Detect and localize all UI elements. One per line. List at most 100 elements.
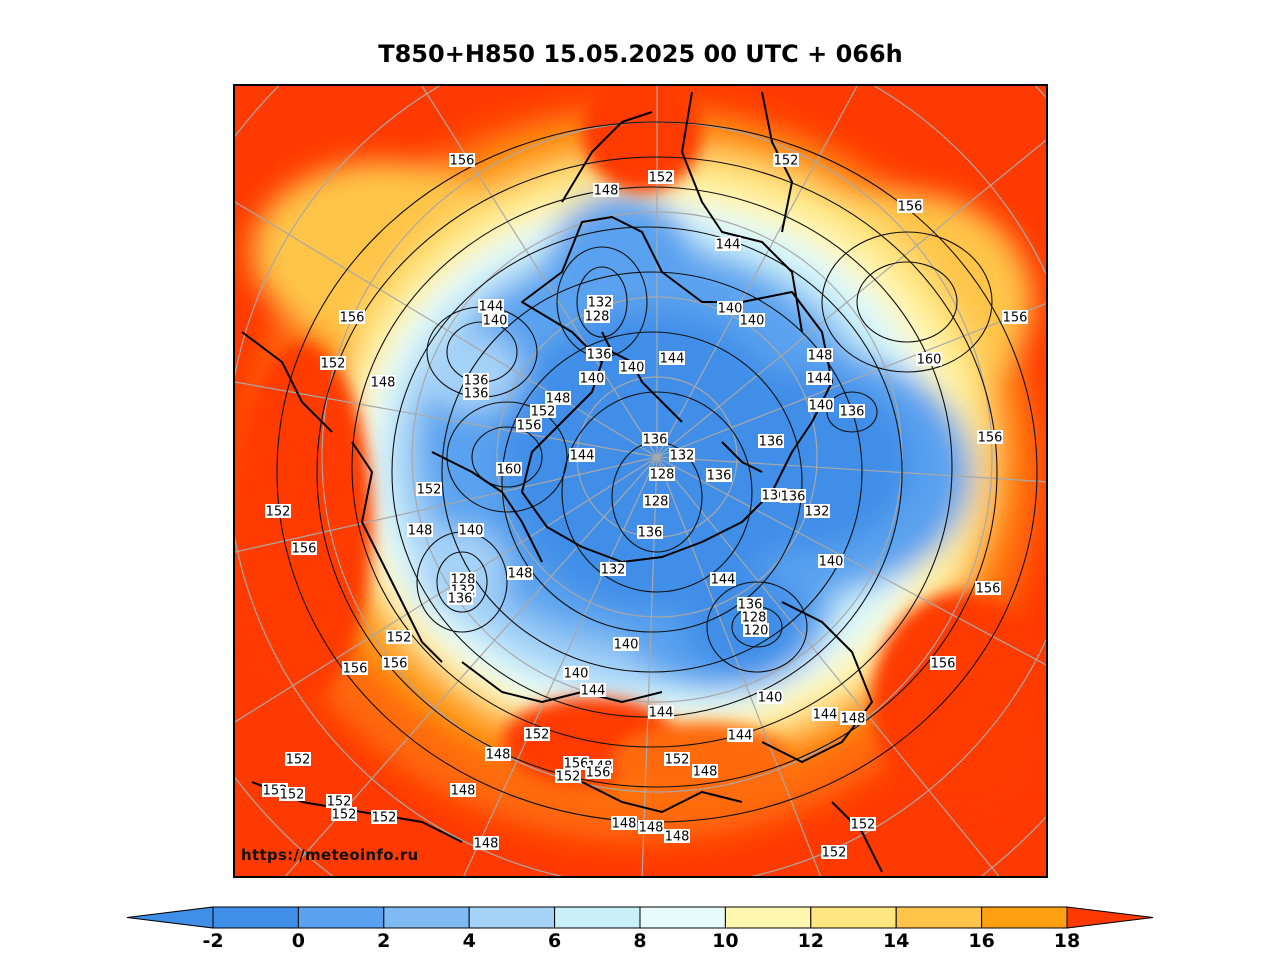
contour-label: 152 [279, 787, 305, 803]
contour-label-text: 136 [738, 598, 763, 613]
contour-label-text: 152 [332, 808, 357, 823]
contour-label-box [638, 820, 664, 834]
contour-label-box [416, 482, 442, 496]
contour-label-text: 152 [266, 505, 291, 520]
colorbar-segment [724, 906, 812, 929]
contour-label-box [449, 153, 475, 167]
contour-label-text: 148 [639, 821, 664, 836]
contour-label: 152 [664, 752, 690, 768]
contour-label-box [1002, 310, 1028, 324]
contour-label: 156 [449, 153, 475, 169]
contour-label: 156 [516, 418, 542, 434]
contour-label-text: 144 [660, 352, 685, 367]
contour-label-text: 156 [292, 542, 317, 557]
contour-label-box [642, 432, 668, 446]
contour-label-text: 152 [531, 405, 556, 420]
contour-label-box [326, 794, 352, 808]
contour-label-text: 148 [546, 392, 571, 407]
contour-label: 160 [916, 352, 942, 368]
contour-label: 152 [331, 807, 357, 823]
colorbar-segment [297, 906, 385, 929]
contour-label: 136 [780, 489, 806, 505]
contour-label-text: 132 [670, 449, 695, 464]
contour-label-text: 148 [486, 748, 511, 763]
contour-label: 152 [648, 170, 674, 186]
contour-label-box [580, 683, 606, 697]
contour-label-box [458, 523, 484, 537]
contour-label-text: 148 [451, 784, 476, 799]
contour-label-box [739, 313, 765, 327]
contour-label-text: 152 [372, 811, 397, 826]
contour-label: 152 [773, 153, 799, 169]
contour-label: 128 [584, 309, 610, 325]
contour-label: 140 [717, 301, 743, 317]
contour-label-box [773, 153, 799, 167]
contour-label-box [649, 467, 675, 481]
contour-label: 140 [482, 313, 508, 329]
contour-label: 132 [587, 295, 613, 311]
contour-label-box [930, 656, 956, 670]
contour-label: 140 [619, 360, 645, 376]
colorbar-tick-label: 18 [1053, 930, 1081, 952]
contour-label: 148 [370, 375, 396, 391]
contour-label-text: 152 [774, 154, 799, 169]
map-title: T850+H850 15.05.2025 00 UTC + 066h [378, 40, 903, 68]
colorbar-segment [639, 906, 726, 929]
contour-label-text: 156 [564, 757, 589, 772]
contour-label: 156 [563, 756, 589, 772]
contour-label-box [507, 566, 533, 580]
contour-label: 140 [563, 666, 589, 682]
contour-label-text: 152 [851, 818, 876, 833]
contour-label-box [706, 468, 732, 482]
contour-label-box [975, 581, 1001, 595]
contour-label-text: 160 [497, 463, 522, 478]
contour-label: 144 [715, 237, 741, 253]
meridians [235, 86, 1046, 876]
contour-label-text: 156 [586, 766, 611, 781]
contour-label: 128 [741, 610, 767, 626]
contour-label-box [555, 769, 581, 783]
contour-label-box [320, 356, 346, 370]
contour-label-text: 136 [464, 374, 489, 389]
colorbar-tick-label: 0 [291, 930, 306, 952]
contour-label: 156 [1002, 310, 1028, 326]
contour-label-box [741, 610, 767, 624]
contour-label-text: 136 [448, 592, 473, 607]
contour-label-box [715, 237, 741, 251]
contour-label-text: 156 [931, 657, 956, 672]
contour-label-text: 144 [716, 238, 741, 253]
contour-label-text: 160 [917, 353, 942, 368]
contour-label: 156 [897, 199, 923, 215]
colorbar-tick-label: 2 [377, 930, 391, 952]
colorbar-tick-label: 12 [797, 930, 825, 952]
contour-label-box [331, 807, 357, 821]
contour-label: 140 [613, 637, 639, 653]
contour-label: 152 [524, 727, 550, 743]
colorbar-tick-label: 14 [882, 930, 910, 952]
contour-label-box [737, 597, 763, 611]
contour-label-text: 148 [508, 567, 533, 582]
contour-label-text: 144 [649, 706, 674, 721]
contour-label-box [757, 690, 783, 704]
contour-label-box [808, 398, 834, 412]
contour-label-text: 136 [464, 387, 489, 402]
contour-label-box [339, 310, 365, 324]
contour-label-text: 120 [744, 624, 769, 639]
contour-label-text: 140 [614, 638, 639, 653]
contour-label-box [611, 816, 637, 830]
contour-label-text: 144 [728, 729, 753, 744]
watermark: https://meteoinfo.ru [241, 846, 419, 864]
contour-label-text: 128 [650, 468, 675, 483]
contour-label-box [279, 787, 305, 801]
contour-label: 156 [930, 656, 956, 672]
contour-label-box [463, 373, 489, 387]
contour-label: 140 [739, 313, 765, 329]
contour-label-text: 152 [649, 171, 674, 186]
contour-label: 148 [593, 183, 619, 199]
contour-label: 160 [496, 462, 522, 478]
contour-label: 152 [320, 356, 346, 372]
contour-label-text: 152 [327, 795, 352, 810]
contour-label-box [285, 752, 311, 766]
contour-label-box [692, 764, 718, 778]
